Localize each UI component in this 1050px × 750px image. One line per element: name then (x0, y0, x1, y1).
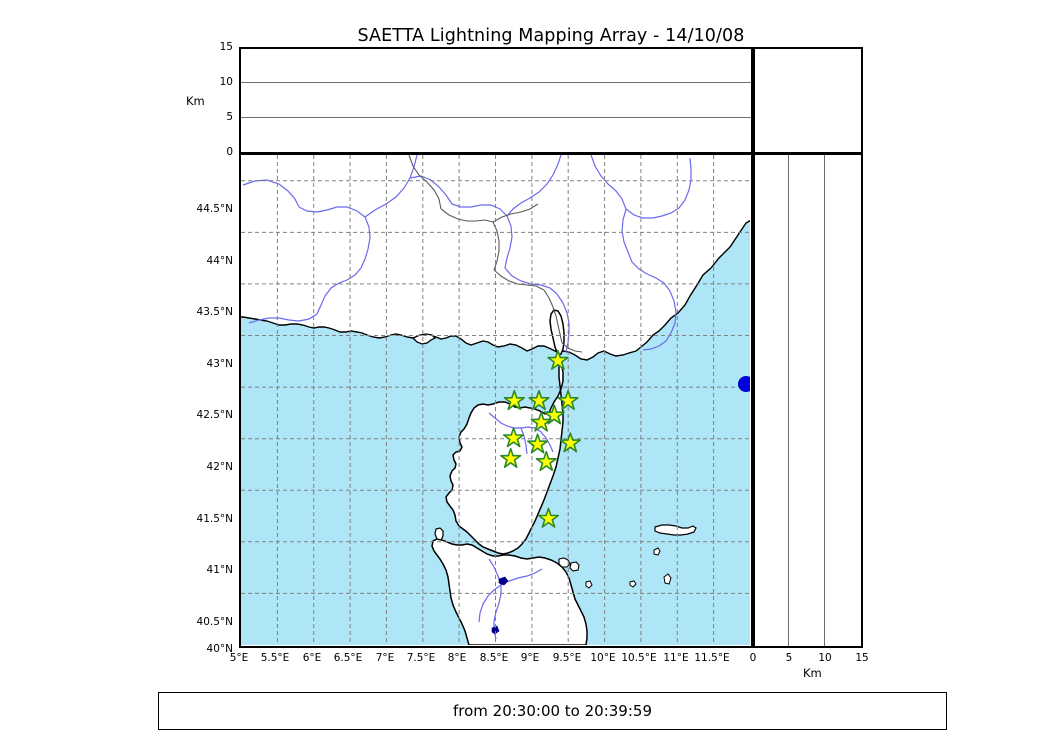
tick-lon-7: 7°E (375, 652, 395, 664)
tick-lon-8-5: 8.5°E (479, 652, 509, 664)
tick-top-y-10: 10 (219, 76, 233, 88)
tick-lon-6: 6°E (302, 652, 322, 664)
tick-top-y-0: 0 (226, 146, 233, 158)
tick-lon-10-5: 10.5°E (621, 652, 657, 664)
map-viewport (241, 155, 751, 646)
admin-borders-layer (408, 155, 583, 353)
tick-top-y-15: 15 (219, 41, 233, 53)
station-star (535, 450, 557, 472)
station-star (528, 390, 550, 411)
tick-top-y-5: 5 (226, 111, 233, 123)
station-markers-layer (500, 349, 581, 528)
page-title: SAETTA Lightning Mapping Array - 14/10/0… (357, 26, 745, 46)
island-giglio (663, 573, 672, 585)
tick-lat-42: 42°N (206, 461, 233, 473)
lightning-source-dot (738, 376, 750, 392)
tick-lon-9-5: 9.5°E (552, 652, 582, 664)
tick-lat-44-5: 44.5°N (196, 203, 233, 215)
tick-right-x-5: 5 (785, 652, 793, 664)
coastline-sardinia (431, 538, 588, 645)
tick-lat-43: 43°N (206, 358, 233, 370)
coastline-caprera (569, 561, 580, 572)
status-bar[interactable]: from 20:30:00 to 20:39:59 (158, 692, 947, 730)
map-panel[interactable] (239, 153, 753, 648)
station-star (526, 433, 549, 454)
tick-lon-5: 5°E (229, 652, 249, 664)
tick-lon-6-5: 6.5°E (333, 652, 363, 664)
coastline-elba (654, 524, 697, 536)
tick-lat-44: 44°N (206, 255, 233, 267)
tick-lat-40-5: 40.5°N (196, 616, 233, 628)
station-star (543, 404, 565, 425)
island-montecristo (629, 580, 637, 588)
station-star (557, 390, 579, 411)
tick-right-x-15: 15 (855, 652, 869, 664)
coastline-maddalena (558, 557, 571, 568)
gridline-10km (241, 82, 751, 83)
coastline-riviera-detail (411, 333, 437, 345)
tick-lon-10: 10°E (590, 652, 616, 664)
map-graphic (241, 155, 750, 645)
axis-label-km-horizontal: Km (803, 666, 822, 680)
tick-right-x-10: 10 (818, 652, 832, 664)
axis-label-km-vertical: Km (186, 94, 205, 108)
island-capraia (653, 547, 661, 556)
station-star (502, 427, 525, 448)
station-star (503, 390, 525, 411)
tick-lat-41: 41°N (206, 564, 233, 576)
tick-lat-41-5: 41.5°N (196, 513, 233, 525)
station-star (537, 507, 560, 528)
tick-lon-7-5: 7.5°E (406, 652, 436, 664)
tick-lat-42-5: 42.5°N (196, 409, 233, 421)
lake-sardinia-north (498, 576, 509, 586)
tick-lon-5-5: 5.5°E (260, 652, 290, 664)
gridline-10km-vertical (824, 155, 825, 646)
station-star (547, 349, 569, 370)
tick-lon-11: 11°E (663, 652, 689, 664)
altitude-vs-longitude-panel[interactable] (239, 47, 753, 154)
tick-lon-11-5: 11.5°E (694, 652, 730, 664)
gridline-5km (241, 117, 751, 118)
time-range-text: from 20:30:00 to 20:39:59 (452, 702, 652, 720)
tick-lon-8: 8°E (447, 652, 467, 664)
island-pianosa (585, 580, 593, 589)
lake-sardinia-south (491, 625, 500, 635)
altitude-vs-latitude-panel[interactable] (753, 153, 863, 648)
station-star (559, 432, 581, 453)
coastline-mainland (241, 155, 750, 361)
gridline-5km-vertical (788, 155, 789, 646)
tick-lat-40: 40°N (206, 643, 233, 655)
station-star (500, 447, 522, 469)
station-star (530, 411, 552, 432)
tick-right-x-0: 0 (749, 652, 757, 664)
tick-lon-9: 9°E (520, 652, 540, 664)
corner-panel[interactable] (753, 47, 863, 154)
coastline-asinara (434, 527, 444, 541)
tick-lat-43-5: 43.5°N (196, 306, 233, 318)
